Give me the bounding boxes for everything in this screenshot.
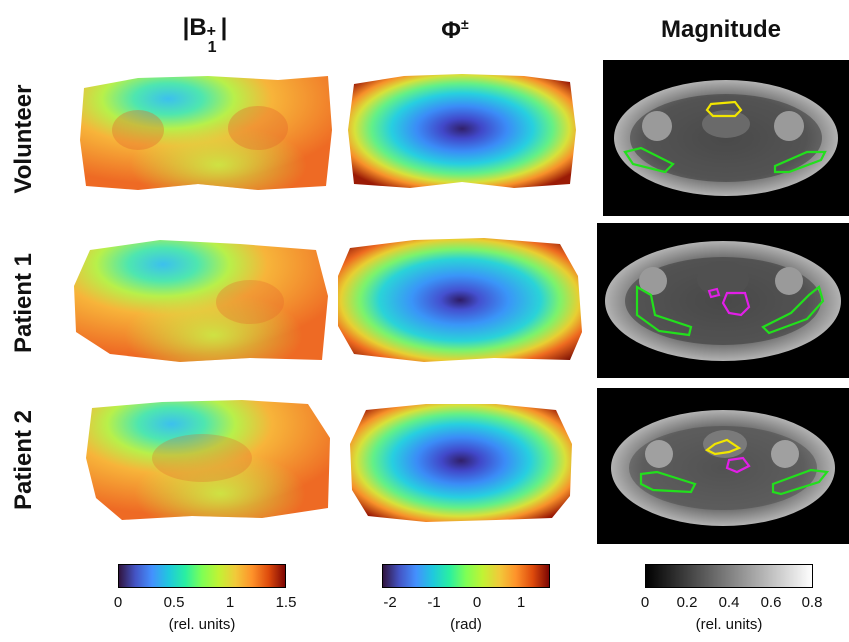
phase-map-patient-2 xyxy=(350,404,572,522)
phase-map-volunteer xyxy=(348,74,576,188)
magnitude-image-volunteer xyxy=(603,60,849,216)
row-label-patient-2: Patient 2 xyxy=(10,409,37,511)
colorbar-phase xyxy=(382,564,550,588)
magnitude-image-patient-2 xyxy=(597,388,849,544)
colorbar-phase-tick: -2 xyxy=(383,594,397,611)
colorbar-magnitude-tick: 0.4 xyxy=(718,594,740,611)
colorbar-b1-tick: 0 xyxy=(113,594,123,611)
colorbar-b1-unit: (rel. units) xyxy=(168,616,236,633)
row-label-volunteer: Volunteer xyxy=(10,84,37,194)
b1-map-volunteer xyxy=(80,76,332,190)
column-title-phase: Φ± xyxy=(441,16,469,44)
colorbar-phase-tick: -1 xyxy=(427,594,441,611)
colorbar-magnitude-tick: 0.6 xyxy=(760,594,782,611)
colorbar-magnitude-tick: 0.8 xyxy=(801,594,823,611)
colorbar-b1 xyxy=(118,564,286,588)
colorbar-magnitude-tick: 0 xyxy=(640,594,650,611)
b1-map-patient-2 xyxy=(86,400,330,520)
colorbar-magnitude-tick: 0.2 xyxy=(676,594,698,611)
colorbar-phase-tick: 1 xyxy=(516,594,526,611)
row-label-patient-1: Patient 1 xyxy=(10,252,37,354)
phase-map-patient-1 xyxy=(338,238,582,362)
colorbar-phase-unit: (rad) xyxy=(450,616,482,633)
colorbar-magnitude xyxy=(645,564,813,588)
column-title-b1: |B +1 | xyxy=(182,14,228,56)
column-title-magnitude: Magnitude xyxy=(661,16,781,43)
colorbar-b1-tick: 1.5 xyxy=(275,594,297,611)
colorbar-b1-tick: 0.5 xyxy=(163,594,185,611)
colorbar-b1-tick: 1 xyxy=(225,594,235,611)
colorbar-phase-tick: 0 xyxy=(472,594,482,611)
b1-map-patient-1 xyxy=(74,240,328,362)
colorbar-magnitude-unit: (rel. units) xyxy=(695,616,763,633)
magnitude-image-patient-1 xyxy=(597,223,849,378)
